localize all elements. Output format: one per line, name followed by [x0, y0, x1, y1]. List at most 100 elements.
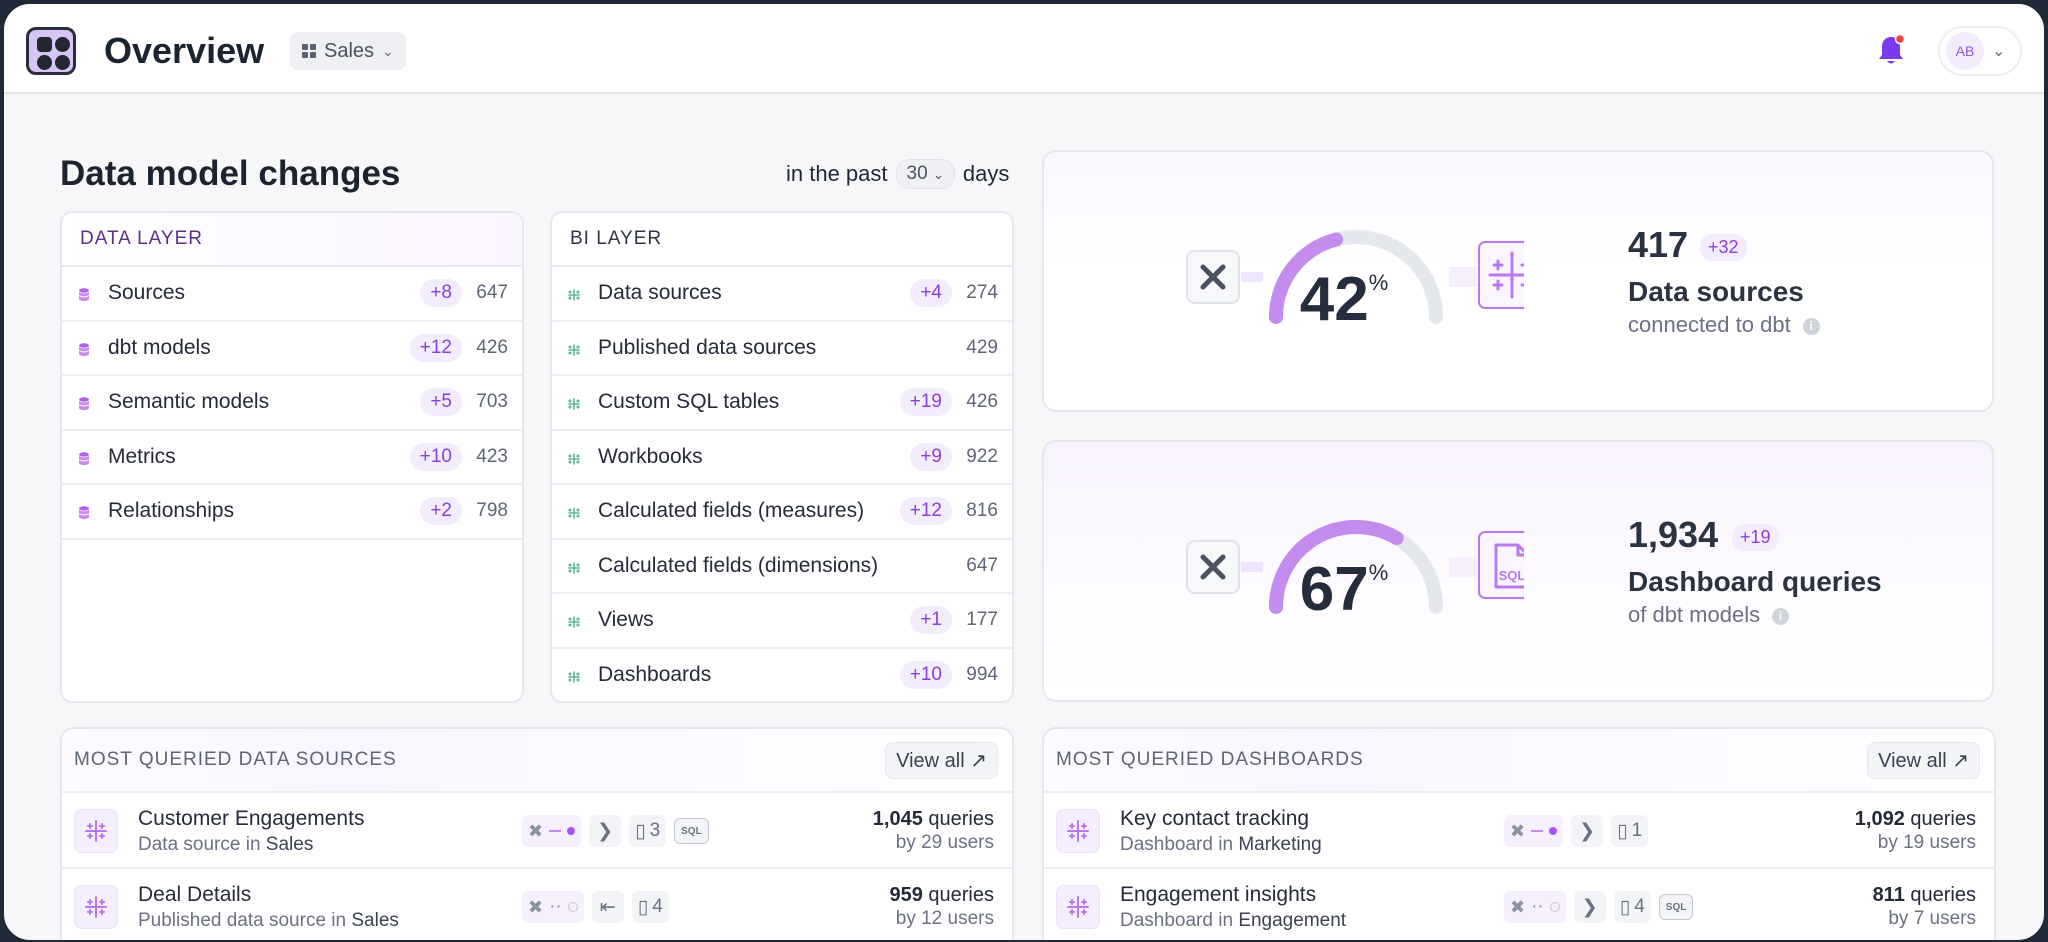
stat-value: 1,934 [1628, 514, 1719, 555]
workspace-selector[interactable]: Sales ⌄ [290, 32, 406, 70]
database-icon [76, 340, 92, 356]
location-name: Sales [265, 834, 314, 855]
table-row[interactable]: Key contact tracking Dashboard in Marketi… [1044, 793, 1994, 869]
empty-dot-icon [567, 902, 578, 912]
period-select[interactable]: 30 ⌄ [895, 159, 955, 189]
workbook-count: 3 [649, 820, 661, 841]
item-count: 994 [966, 663, 998, 685]
delta-badge: +12 [409, 333, 462, 362]
list-item[interactable]: Custom SQL tables +19 426 [552, 376, 1012, 431]
stat-label: Data sources [1628, 276, 1804, 307]
item-name[interactable]: Key contact tracking [1120, 807, 1310, 830]
dbt-icon: ✖ [528, 820, 544, 841]
query-stats: 959 queries by 12 users [889, 883, 994, 931]
item-label: Dashboards [598, 662, 712, 686]
list-item[interactable]: Dashboards +10 994 [552, 649, 1012, 702]
list-item[interactable]: Calculated fields (dimensions) 647 [552, 540, 1012, 594]
list-item[interactable]: Views +1 177 [552, 594, 1012, 649]
item-name[interactable]: Customer Engagements [138, 807, 365, 830]
tableau-icon [566, 285, 582, 302]
dbt-icon: ✖ [528, 896, 544, 917]
item-location: Dashboard in Engagement [1120, 910, 1346, 932]
list-item[interactable]: Relationships +2 798 [62, 485, 522, 540]
delta-badge: +9 [910, 442, 952, 471]
item-count: 426 [966, 391, 998, 413]
item-count: 647 [966, 554, 998, 576]
workbooks-chip: ▯ 4 [631, 891, 669, 923]
list-item[interactable]: Semantic models +5 703 [62, 376, 522, 431]
card-header: MOST QUERIED DATA SOURCES View all ↗ [62, 729, 1012, 793]
dashboard-queries-stat-card[interactable]: SQL 67% 1,934 +19 Dashboard queries of d… [1042, 440, 1994, 702]
import-icon: ⇤ [591, 891, 624, 923]
delta-badge: +1 [910, 606, 952, 635]
item-label: Relationships [108, 499, 235, 523]
view-all-button[interactable]: View all ↗ [1867, 741, 1980, 779]
card-title: MOST QUERIED DASHBOARDS [1056, 749, 1364, 770]
workbook-count: 1 [1631, 820, 1643, 841]
list-item[interactable]: Workbooks +9 922 [552, 431, 1012, 485]
app-logo-icon[interactable] [26, 27, 76, 75]
chevron-down-icon: ⌄ [382, 42, 394, 59]
tableau-icon [1056, 885, 1100, 929]
workbooks-chip: ▯ 1 [1611, 815, 1649, 847]
notification-bell-icon[interactable] [1876, 34, 1906, 68]
location-prefix: Dashboard in [1120, 834, 1234, 855]
view-all-button[interactable]: View all ↗ [885, 741, 998, 779]
delta-badge: +10 [899, 660, 952, 689]
item-location: Dashboard in Marketing [1120, 834, 1322, 856]
period-suffix: days [962, 161, 1010, 186]
item-name[interactable]: Deal Details [138, 883, 252, 906]
info-icon[interactable]: i [1772, 607, 1790, 625]
stat-delta-badge: +32 [1700, 234, 1747, 261]
info-icon[interactable]: i [1802, 317, 1820, 335]
workbook-icon: ▯ [635, 820, 646, 842]
list-item[interactable]: Metrics +10 423 [62, 431, 522, 485]
data-sources-stat-card[interactable]: 42% 417 +32 Data sources connected to db… [1042, 150, 1994, 412]
section-title: Data model changes [60, 154, 401, 193]
table-row[interactable]: Engagement insights Dashboard in Engageme… [1044, 869, 1994, 940]
dotted-line-icon: ·· [1531, 896, 1544, 917]
location-name: Marketing [1238, 834, 1322, 855]
dbt-lineage-chip: ✖ [522, 815, 582, 847]
query-word: queries [1910, 808, 1976, 830]
gauge-fill [1269, 232, 1344, 324]
query-word: queries [928, 884, 994, 906]
lineage-indicators: ✖ ❯ ▯ 3 SQL [522, 815, 709, 847]
list-item[interactable]: Calculated fields (measures) +12 816 [552, 485, 1012, 540]
most-queried-dashboards-card: MOST QUERIED DASHBOARDS View all ↗ Key c… [1042, 727, 1996, 940]
item-count: 423 [476, 445, 508, 467]
item-location: Data source in Sales [138, 834, 313, 856]
page-title: Overview [104, 30, 265, 71]
stat-sub: connected to dbt i [1628, 312, 1820, 338]
item-label: Published data sources [598, 335, 817, 359]
workbooks-chip: ▯ 3 [629, 815, 667, 847]
arrow-up-right-icon: ↗ [1952, 749, 1969, 772]
location-name: Sales [351, 910, 399, 931]
user-menu[interactable]: AB ⌄ [1938, 26, 2022, 76]
tableau-icon [74, 885, 118, 929]
item-count: 922 [966, 445, 998, 467]
query-count: 811 [1872, 884, 1905, 906]
table-row[interactable]: Deal Details Published data source in Sal… [62, 869, 1012, 940]
item-label: Calculated fields (dimensions) [598, 553, 879, 577]
workspace-label: Sales [324, 39, 375, 62]
period-prefix: in the past [786, 161, 888, 186]
list-item[interactable]: Data sources +4 274 [552, 267, 1012, 322]
empty-dot-icon [1549, 902, 1560, 912]
sql-file-icon [1478, 531, 1524, 599]
tableau-icon [566, 612, 582, 629]
dbt-lineage-chip: ✖ ·· [522, 891, 584, 923]
tableau-icon [566, 394, 582, 411]
query-count: 1,092 [1854, 808, 1905, 830]
tableau-icon [566, 503, 582, 520]
query-word: queries [1910, 884, 1976, 906]
workbook-icon: ▯ [1619, 896, 1631, 918]
workbook-icon: ▯ [637, 896, 649, 918]
list-item[interactable]: dbt models +12 426 [62, 322, 522, 376]
table-row[interactable]: Customer Engagements Data source in Sales… [62, 793, 1012, 869]
list-item[interactable]: Sources +8 647 [62, 267, 522, 322]
list-item[interactable]: Published data sources 429 [552, 322, 1012, 376]
item-label: Workbooks [598, 444, 703, 468]
dbt-lineage-chip: ✖ ·· [1504, 891, 1566, 923]
item-name[interactable]: Engagement insights [1120, 883, 1317, 906]
